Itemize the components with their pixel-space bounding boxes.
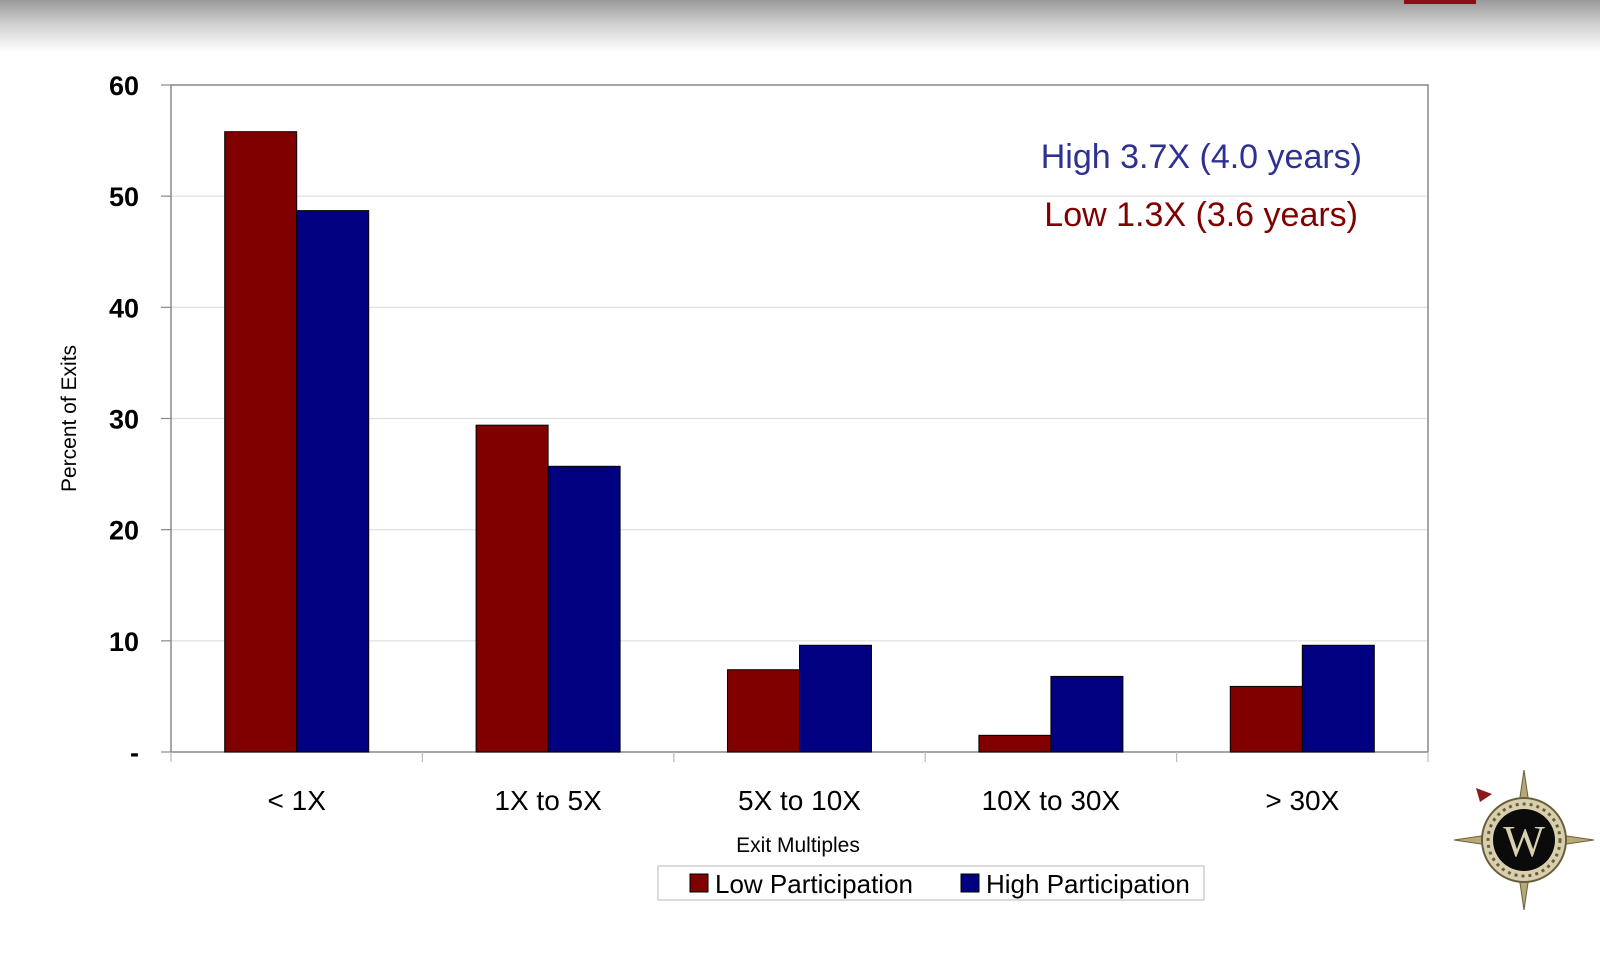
- y-tick-label: -: [130, 738, 139, 768]
- annotation-high: High 3.7X (4.0 years): [1041, 138, 1362, 176]
- x-axis-ticks: < 1X 1X to 5X 5X to 10X 10X to 30X > 30X: [170, 752, 1429, 816]
- legend-label-high: High Participation: [986, 869, 1190, 899]
- compass-rose-icon: W: [1454, 770, 1594, 910]
- bar-high-1: [547, 465, 621, 753]
- bar-high-0: [296, 210, 370, 753]
- x-axis-title: Exit Multiples: [736, 834, 860, 857]
- y-axis-ticks: - 10 20 30 40 50 60: [109, 71, 171, 768]
- x-tick-label: 1X to 5X: [494, 785, 602, 816]
- annotation-low: Low 1.3X (3.6 years): [1044, 196, 1358, 234]
- bar-high-2: [799, 644, 872, 753]
- bar-low-4: [1229, 685, 1303, 753]
- bar-low-0: [224, 131, 298, 753]
- bars: [224, 131, 1375, 753]
- legend: Low Participation High Participation: [657, 865, 1205, 901]
- x-tick-label: 5X to 10X: [738, 785, 861, 816]
- x-tick-label: < 1X: [268, 785, 327, 816]
- legend-swatch-low: [689, 873, 709, 893]
- bar-low-3: [978, 734, 1052, 753]
- y-tick-label: 40: [109, 293, 139, 323]
- legend-label-low: Low Participation: [715, 869, 913, 899]
- legend-swatch-high: [960, 873, 980, 893]
- legend-box: [657, 865, 1205, 901]
- bar-high-4: [1301, 644, 1375, 753]
- bar-low-1: [475, 424, 549, 753]
- y-tick-label: 10: [109, 627, 139, 657]
- y-tick-label: 30: [109, 405, 139, 435]
- x-tick-label: 10X to 30X: [982, 785, 1121, 816]
- y-tick-label: 20: [109, 516, 139, 546]
- logo-letter: W: [1503, 817, 1545, 866]
- x-tick-label: > 30X: [1265, 785, 1339, 816]
- bar-high-3: [1050, 675, 1124, 753]
- bar-low-2: [727, 669, 800, 753]
- header-accent: [1404, 0, 1476, 4]
- y-axis-title: Percent of Exits: [58, 345, 81, 492]
- y-tick-label: 50: [109, 182, 139, 212]
- y-tick-label: 60: [109, 71, 139, 101]
- header-band: [0, 0, 1600, 52]
